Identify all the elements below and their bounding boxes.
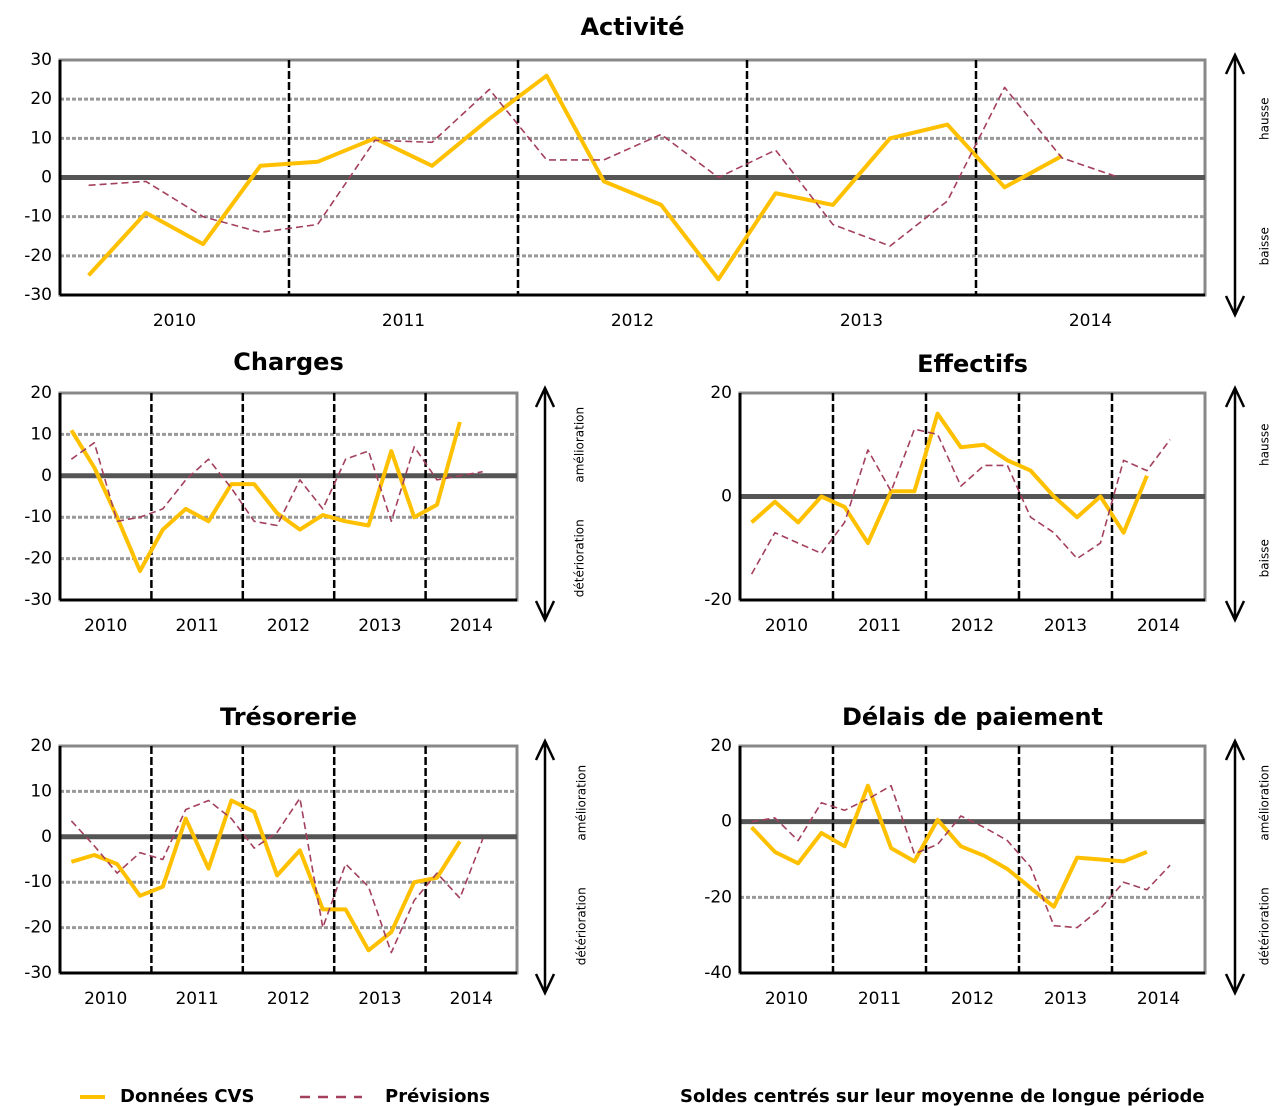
x-tick-label: 2010 — [84, 989, 127, 1009]
series-line-cvs — [87, 73, 1063, 282]
legend-label: Prévisions — [385, 1086, 490, 1106]
y-tick-label: 20 — [30, 736, 52, 756]
lower-label: baisse — [1258, 227, 1272, 265]
legend-label: Données CVS — [120, 1086, 254, 1106]
plot-area — [58, 391, 519, 602]
note: Soldes centrés sur leur moyenne de longu… — [680, 1086, 1205, 1106]
y-tick-label: -20 — [704, 590, 732, 610]
series-line-forecast — [70, 797, 484, 954]
x-tick-label: 2011 — [382, 311, 425, 331]
y-tick-label: -10 — [24, 507, 52, 527]
y-tick-label: -30 — [24, 590, 52, 610]
y-tick-label: -20 — [24, 918, 52, 938]
y-tick-label: -10 — [24, 872, 52, 892]
series-line-forecast — [750, 428, 1171, 575]
y-tick-label: -20 — [704, 887, 732, 907]
x-tick-label: 2011 — [175, 989, 218, 1009]
lower-label: baisse — [1258, 539, 1272, 577]
x-tick-label: 2014 — [1069, 311, 1112, 331]
x-tick-label: 2010 — [84, 616, 127, 636]
x-tick-label: 2011 — [175, 616, 218, 636]
x-tick-label: 2014 — [450, 616, 493, 636]
x-tick-label: 2013 — [1044, 989, 1087, 1009]
y-tick-label: 0 — [721, 487, 732, 507]
x-tick-label: 2011 — [858, 616, 901, 636]
series-line-cvs — [69, 421, 462, 573]
x-tick-label: 2010 — [765, 616, 808, 636]
direction-arrow — [1224, 738, 1246, 996]
chart-title: Délais de paiement — [842, 703, 1103, 731]
upper-label: amélioration — [1258, 765, 1272, 841]
chart-title: Effectifs — [917, 350, 1028, 378]
series-line-cvs — [750, 783, 1148, 909]
series-line-forecast — [70, 441, 483, 527]
x-tick-label: 2012 — [951, 616, 994, 636]
upper-label: amélioration — [575, 765, 589, 841]
upper-label: hausse — [1258, 98, 1272, 140]
x-tick-label: 2013 — [1044, 616, 1087, 636]
series-line-cvs — [70, 798, 462, 953]
x-tick-label: 2014 — [450, 989, 493, 1009]
lower-label: détérioration — [575, 887, 589, 965]
chart-title: Charges — [233, 348, 343, 376]
x-tick-label: 2014 — [1137, 616, 1180, 636]
y-tick-label: -20 — [24, 246, 52, 266]
y-tick-label: 20 — [710, 736, 732, 756]
y-tick-label: -30 — [24, 963, 52, 983]
direction-arrow — [1224, 385, 1246, 623]
x-tick-label: 2010 — [765, 989, 808, 1009]
chart-title: Activité — [580, 13, 684, 41]
upper-label: hausse — [1258, 424, 1272, 466]
x-tick-label: 2013 — [840, 311, 883, 331]
x-tick-label: 2010 — [153, 311, 196, 331]
y-tick-label: -20 — [24, 549, 52, 569]
x-tick-label: 2013 — [358, 989, 401, 1009]
y-tick-label: 0 — [41, 466, 52, 486]
direction-arrow — [534, 385, 556, 623]
series-line-forecast — [751, 784, 1171, 929]
y-tick-label: 20 — [30, 89, 52, 109]
direction-arrow — [534, 738, 556, 996]
series-line-cvs — [750, 411, 1149, 546]
lower-label: détérioration — [1258, 887, 1272, 965]
y-tick-label: 20 — [710, 383, 732, 403]
lower-label: détérioration — [573, 519, 587, 597]
y-tick-label: 0 — [41, 827, 52, 847]
y-tick-label: 10 — [30, 128, 52, 148]
y-tick-label: 0 — [721, 812, 732, 832]
y-tick-label: 10 — [30, 424, 52, 444]
x-tick-label: 2012 — [267, 616, 310, 636]
y-tick-label: 0 — [41, 168, 52, 188]
x-tick-label: 2014 — [1137, 989, 1180, 1009]
x-tick-label: 2012 — [951, 989, 994, 1009]
x-tick-label: 2011 — [858, 989, 901, 1009]
upper-label: amélioration — [573, 407, 587, 483]
direction-arrow — [1224, 52, 1246, 318]
y-tick-label: -30 — [24, 285, 52, 305]
y-tick-label: -40 — [704, 963, 732, 983]
y-tick-label: -10 — [24, 207, 52, 227]
chart-title: Trésorerie — [220, 703, 357, 731]
x-tick-label: 2013 — [358, 616, 401, 636]
y-tick-label: 20 — [30, 383, 52, 403]
y-tick-label: 30 — [30, 50, 52, 70]
y-tick-label: 10 — [30, 781, 52, 801]
x-tick-label: 2012 — [267, 989, 310, 1009]
x-tick-label: 2012 — [611, 311, 654, 331]
plot-area — [738, 744, 1207, 975]
